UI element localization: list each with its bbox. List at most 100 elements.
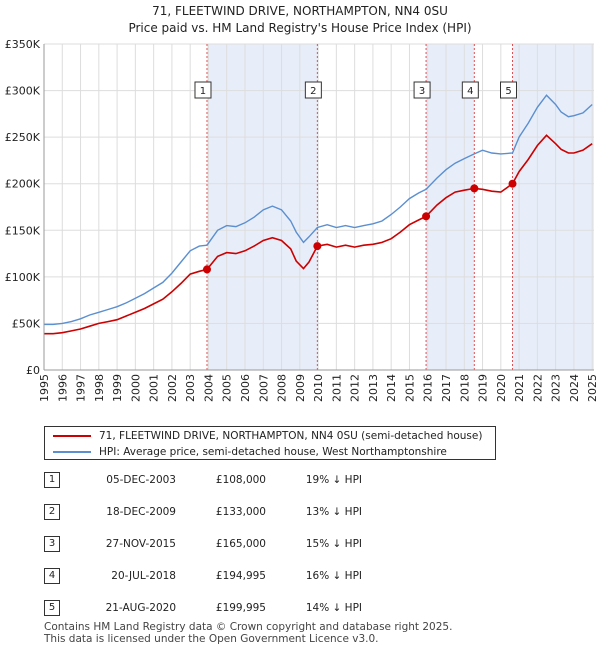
y-tick-label: £300K <box>5 85 41 98</box>
sale-number-flag: 3 <box>413 81 431 99</box>
x-tick-label: 2024 <box>568 374 581 402</box>
x-tick-label: 2007 <box>257 374 270 402</box>
table-row: 2 18-DEC-2009 £133,000 13% ↓ HPI <box>44 504 404 522</box>
legend-label-hpi: HPI: Average price, semi-detached house,… <box>99 446 447 458</box>
x-tick-label: 2015 <box>403 374 416 402</box>
table-row: 1 05-DEC-2003 £108,000 19% ↓ HPI <box>44 472 404 490</box>
sale-number-flag-box <box>500 81 518 99</box>
legend-swatch-hpi <box>53 451 91 453</box>
footer-attribution: Contains HM Land Registry data © Crown c… <box>44 621 452 645</box>
sale-number-flag-box <box>194 81 212 99</box>
x-tick-label: 2025 <box>586 374 599 402</box>
sale-number-badge: 4 <box>44 568 60 584</box>
footer-licence: This data is licensed under the Open Gov… <box>44 633 379 645</box>
y-tick-label: £50K <box>12 317 41 330</box>
x-tick-label: 2023 <box>550 374 563 402</box>
y-tick-label: £150K <box>5 224 41 237</box>
x-tick-label: 2022 <box>531 374 544 402</box>
sale-number-flag: 4 <box>461 81 479 99</box>
sale-point <box>202 265 211 274</box>
x-tick-label: 2005 <box>221 374 234 402</box>
sale-number-flag-label: 5 <box>505 86 511 97</box>
legend-item-property: 71, FLEETWIND DRIVE, NORTHAMPTON, NN4 0S… <box>53 428 482 444</box>
sale-price: £108,000 <box>215 474 266 486</box>
legend-item-hpi: HPI: Average price, semi-detached house,… <box>53 444 447 460</box>
sale-hpi-delta: 14% ↓ HPI <box>305 602 362 614</box>
x-tick-label: 2017 <box>440 374 453 402</box>
x-tick-label: 2020 <box>495 374 508 402</box>
legend-swatch-property <box>53 435 91 437</box>
x-tick-label: 1995 <box>38 374 51 402</box>
sale-point <box>313 242 322 251</box>
x-tick-label: 1999 <box>111 374 124 402</box>
x-tick-label: 2018 <box>458 374 471 402</box>
x-tick-label: 2016 <box>422 374 435 402</box>
table-row: 4 20-JUL-2018 £194,995 16% ↓ HPI <box>44 568 404 586</box>
sale-date: 21-AUG-2020 <box>105 602 176 614</box>
sale-number-badge: 2 <box>44 504 60 520</box>
chart-legend: 71, FLEETWIND DRIVE, NORTHAMPTON, NN4 0S… <box>44 426 496 460</box>
sale-number-flag-label: 3 <box>419 86 425 97</box>
x-tick-label: 2014 <box>385 374 398 402</box>
x-tick-label: 2004 <box>202 374 215 402</box>
sale-number-flag-label: 4 <box>467 86 473 97</box>
x-tick-label: 1998 <box>93 374 106 402</box>
legend-label-property: 71, FLEETWIND DRIVE, NORTHAMPTON, NN4 0S… <box>99 430 483 442</box>
sale-number-flag-box <box>413 81 431 99</box>
y-tick-label: £350K <box>5 38 41 51</box>
sale-number-badge: 1 <box>44 472 60 488</box>
x-tick-label: 2003 <box>184 374 197 402</box>
sale-number-flag-box <box>461 81 479 99</box>
x-tick-label: 2008 <box>276 374 289 402</box>
sale-price: £165,000 <box>215 538 266 550</box>
x-tick-label: 1997 <box>75 374 88 402</box>
ownership-period-shade <box>206 44 318 370</box>
sale-hpi-delta: 13% ↓ HPI <box>305 506 362 518</box>
y-tick-label: £200K <box>5 178 41 191</box>
sale-number-badge: 3 <box>44 536 60 552</box>
sale-price: £194,995 <box>215 570 266 582</box>
x-tick-label: 2001 <box>148 374 161 402</box>
sale-point <box>508 179 517 188</box>
y-tick-label: £250K <box>5 131 41 144</box>
sale-point <box>422 212 431 221</box>
sale-hpi-delta: 19% ↓ HPI <box>305 474 362 486</box>
sale-number-flag: 5 <box>500 81 518 99</box>
sale-hpi-delta: 16% ↓ HPI <box>305 570 362 582</box>
x-tick-label: 2013 <box>367 374 380 402</box>
table-row: 5 21-AUG-2020 £199,995 14% ↓ HPI <box>44 600 404 618</box>
y-tick-label: £100K <box>5 271 41 284</box>
x-tick-label: 2011 <box>330 374 343 402</box>
price-chart: 71, FLEETWIND DRIVE, NORTHAMPTON, NN4 0S… <box>5 4 599 402</box>
chart-subtitle: Price paid vs. HM Land Registry's House … <box>128 21 471 35</box>
sale-point <box>470 184 479 193</box>
x-tick-label: 2009 <box>294 374 307 402</box>
x-tick-label: 1996 <box>56 374 69 402</box>
sale-number-badge: 5 <box>44 600 60 616</box>
x-tick-label: 2021 <box>513 374 526 402</box>
x-tick-label: 2012 <box>349 374 362 402</box>
chart-title: 71, FLEETWIND DRIVE, NORTHAMPTON, NN4 0S… <box>152 4 448 18</box>
sale-number-flag-box <box>304 81 322 99</box>
sale-date: 18-DEC-2009 <box>106 506 176 518</box>
x-tick-label: 2006 <box>239 374 252 402</box>
sale-date: 27-NOV-2015 <box>105 538 176 550</box>
sale-number-flag-label: 2 <box>310 86 316 97</box>
hpi-series-line <box>44 94 593 326</box>
y-tick-label: £0 <box>26 364 40 377</box>
sale-hpi-delta: 15% ↓ HPI <box>305 538 362 550</box>
sale-price: £133,000 <box>215 506 266 518</box>
footer-copyright: Contains HM Land Registry data © Crown c… <box>44 621 453 633</box>
sale-price: £199,995 <box>215 602 266 614</box>
x-tick-label: 2019 <box>477 374 490 402</box>
table-row: 3 27-NOV-2015 £165,000 15% ↓ HPI <box>44 536 404 554</box>
sale-number-flag: 1 <box>194 81 212 99</box>
x-tick-label: 2002 <box>166 374 179 402</box>
ownership-period-shade <box>512 44 594 370</box>
sale-date: 05-DEC-2003 <box>106 474 176 486</box>
x-tick-label: 2000 <box>129 374 142 402</box>
sale-number-flag: 2 <box>304 81 322 99</box>
sale-number-flag-label: 1 <box>200 86 206 97</box>
sale-date: 20-JUL-2018 <box>111 570 176 582</box>
x-tick-label: 2010 <box>312 374 325 402</box>
